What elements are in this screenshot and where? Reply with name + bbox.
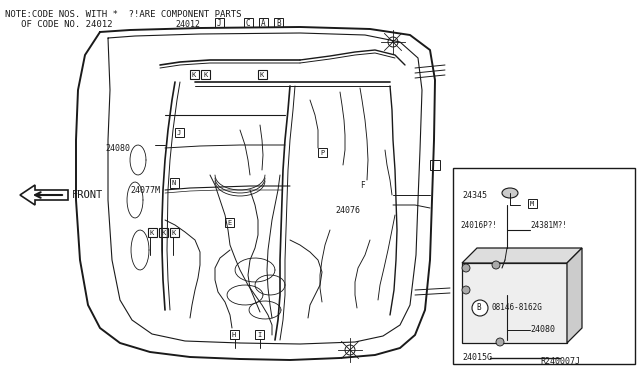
Bar bbox=[255, 330, 264, 339]
Text: H: H bbox=[232, 332, 236, 338]
Bar bbox=[430, 160, 440, 170]
Polygon shape bbox=[462, 248, 582, 263]
Text: P: P bbox=[320, 150, 324, 156]
Text: N: N bbox=[172, 180, 176, 186]
Polygon shape bbox=[567, 248, 582, 343]
Circle shape bbox=[462, 264, 470, 272]
Bar bbox=[170, 228, 179, 237]
Text: J: J bbox=[217, 19, 221, 28]
Text: K: K bbox=[203, 72, 207, 78]
Text: NOTE:CODE NOS. WITH *  ?!ARE COMPONENT PARTS: NOTE:CODE NOS. WITH * ?!ARE COMPONENT PA… bbox=[5, 10, 241, 19]
Text: 24016P?!: 24016P?! bbox=[460, 221, 497, 230]
Text: I: I bbox=[257, 332, 261, 338]
Text: 08146-8162G: 08146-8162G bbox=[492, 304, 543, 312]
Text: K: K bbox=[150, 230, 154, 236]
Text: K: K bbox=[260, 72, 264, 78]
Text: 24381M?!: 24381M?! bbox=[530, 221, 567, 230]
Bar bbox=[148, 228, 157, 237]
Text: OF CODE NO. 24012: OF CODE NO. 24012 bbox=[5, 19, 113, 29]
Text: FRONT: FRONT bbox=[72, 190, 103, 200]
Bar bbox=[215, 18, 224, 27]
Text: B: B bbox=[276, 19, 280, 28]
Bar bbox=[190, 70, 199, 79]
Bar bbox=[230, 330, 239, 339]
Text: B: B bbox=[476, 304, 481, 312]
Bar bbox=[318, 148, 327, 157]
Text: 24080: 24080 bbox=[530, 326, 555, 334]
Ellipse shape bbox=[502, 188, 518, 198]
Polygon shape bbox=[20, 185, 68, 205]
Bar bbox=[225, 218, 234, 227]
Text: F: F bbox=[360, 180, 365, 189]
Text: 24015G: 24015G bbox=[462, 353, 492, 362]
Text: 24077M: 24077M bbox=[130, 186, 160, 195]
Bar bbox=[453, 168, 635, 364]
Bar bbox=[159, 228, 168, 237]
Bar bbox=[462, 263, 567, 343]
Text: 24012: 24012 bbox=[175, 19, 200, 29]
Text: 24345: 24345 bbox=[462, 190, 487, 199]
Circle shape bbox=[472, 300, 488, 316]
Text: M: M bbox=[530, 201, 534, 207]
Circle shape bbox=[496, 338, 504, 346]
Bar bbox=[175, 128, 184, 137]
Bar bbox=[258, 70, 267, 79]
Bar bbox=[274, 18, 283, 27]
Text: 24076: 24076 bbox=[335, 205, 360, 215]
Bar bbox=[244, 18, 253, 27]
Circle shape bbox=[462, 286, 470, 294]
Bar bbox=[170, 178, 179, 188]
Text: K: K bbox=[192, 72, 196, 78]
Text: R240007J: R240007J bbox=[540, 357, 580, 366]
Text: E: E bbox=[227, 220, 231, 226]
Text: A: A bbox=[261, 19, 266, 28]
Bar bbox=[528, 199, 537, 208]
Text: C: C bbox=[246, 19, 251, 28]
Text: K: K bbox=[172, 230, 176, 236]
Text: K: K bbox=[161, 230, 165, 236]
Text: J: J bbox=[177, 130, 181, 136]
Bar bbox=[259, 18, 268, 27]
Circle shape bbox=[492, 261, 500, 269]
Text: 24080: 24080 bbox=[105, 144, 130, 153]
Bar bbox=[201, 70, 210, 79]
